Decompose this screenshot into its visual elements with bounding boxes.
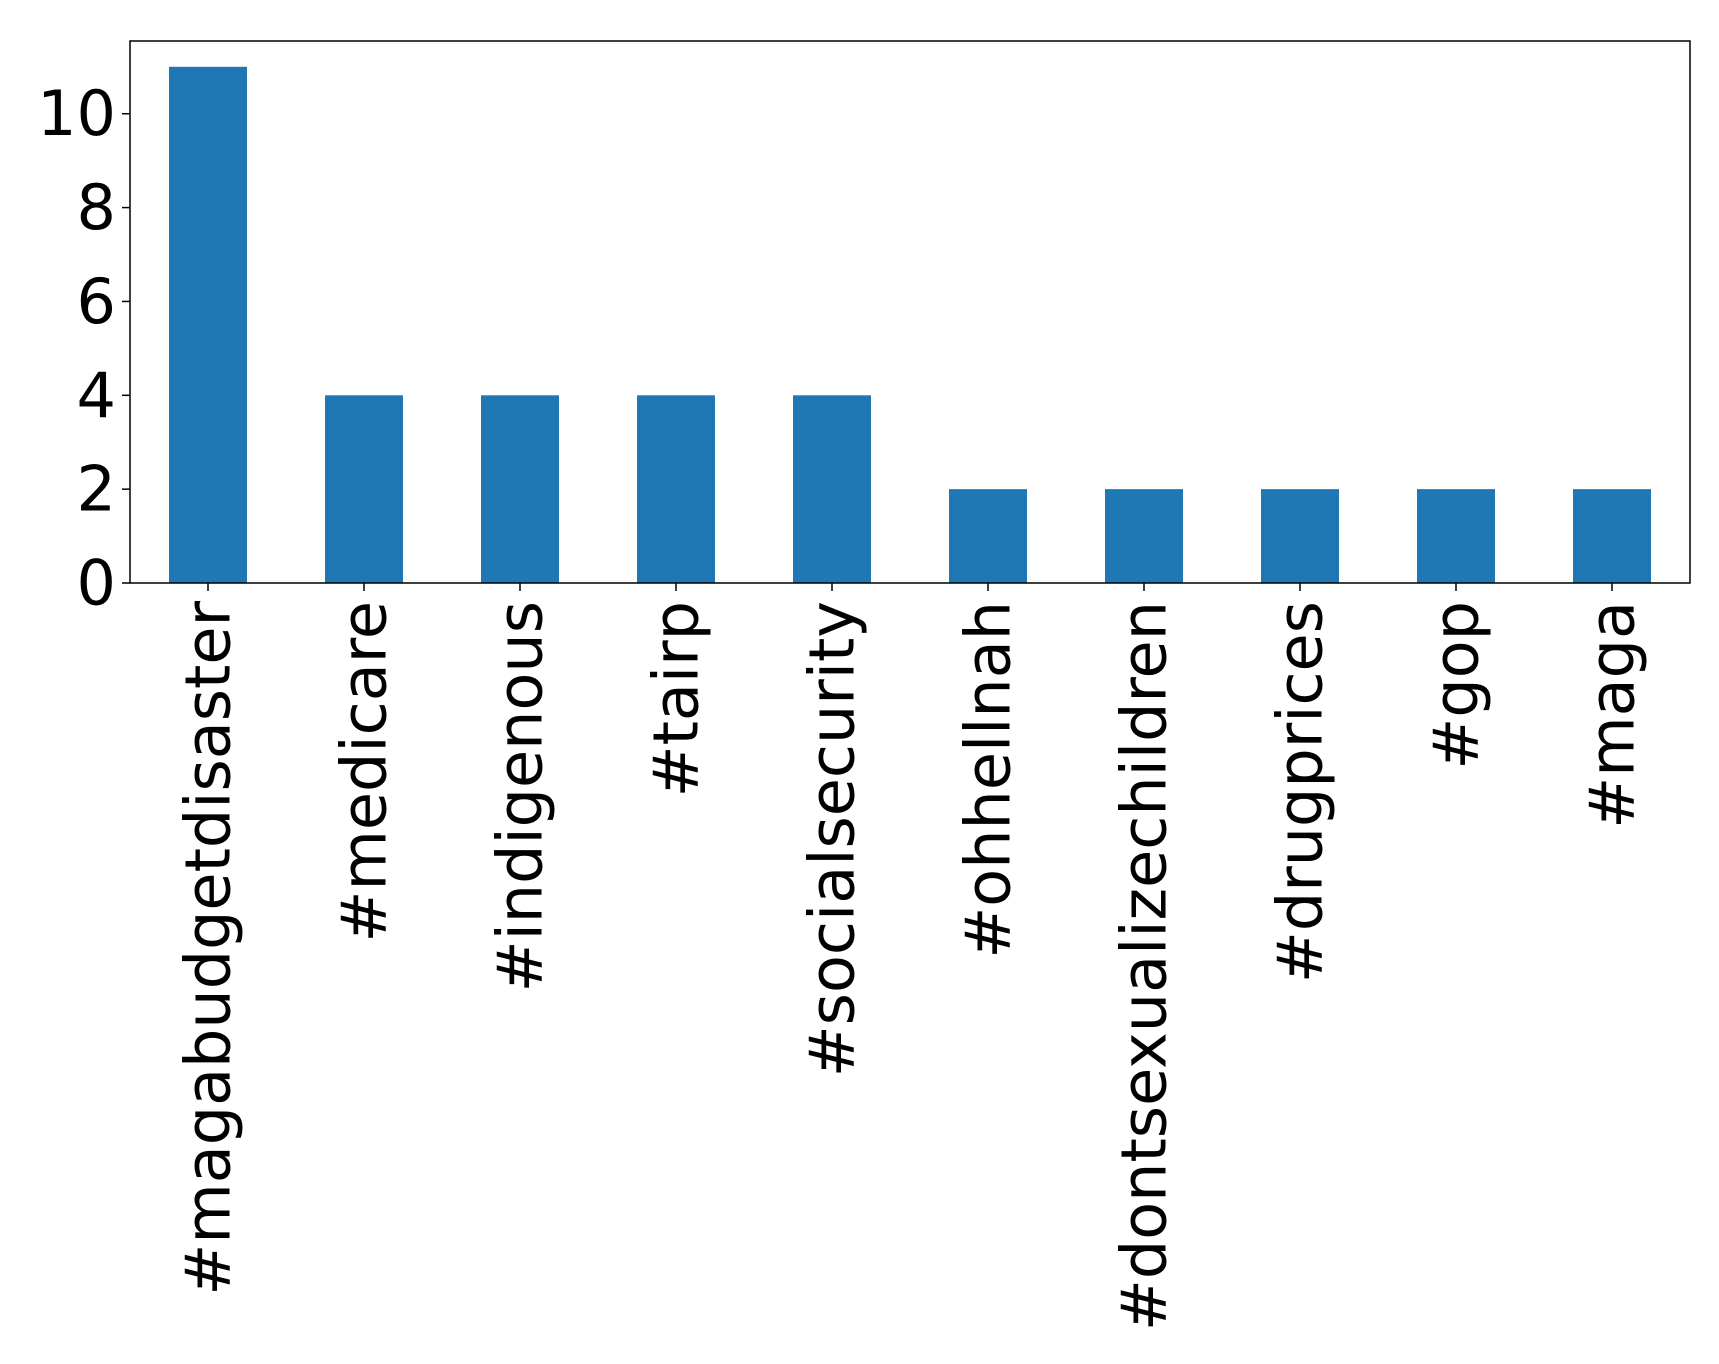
y-tick-label: 4 xyxy=(77,359,116,432)
x-tick-label: #drugprices xyxy=(1264,601,1337,983)
bar xyxy=(325,395,403,583)
bar xyxy=(949,489,1027,583)
bars-layer xyxy=(169,66,1651,584)
bar xyxy=(169,66,247,584)
y-axis: 0 2 4 6 8 10 xyxy=(37,77,130,620)
x-tick-label: #tairp xyxy=(640,601,713,797)
x-tick-label: #dontsexualizechildren xyxy=(1108,601,1181,1331)
x-tick-label: #gop xyxy=(1420,601,1493,770)
bar xyxy=(481,395,559,583)
x-axis: #magabudgetdisaster #medicare #indigenous #… xyxy=(172,583,1649,1331)
y-tick-label: 0 xyxy=(77,547,116,620)
bar xyxy=(1573,489,1651,583)
x-tick-label: #socialsecurity xyxy=(796,601,869,1077)
y-tick-label: 6 xyxy=(77,265,116,338)
bar xyxy=(793,395,871,583)
y-tick-label: 2 xyxy=(77,453,116,526)
y-tick-label: 10 xyxy=(37,77,116,150)
x-tick-label: #indigenous xyxy=(484,601,557,992)
bar xyxy=(637,395,715,583)
x-tick-label: #magabudgetdisaster xyxy=(172,600,245,1295)
x-tick-label: #ohhellnah xyxy=(952,601,1025,959)
bar xyxy=(1417,489,1495,583)
x-tick-label: #medicare xyxy=(328,601,401,942)
bar xyxy=(1261,489,1339,583)
x-tick-label: #maga xyxy=(1576,601,1649,829)
plot-frame xyxy=(129,40,1691,584)
y-tick-label: 8 xyxy=(77,171,116,244)
bar xyxy=(1105,489,1183,583)
